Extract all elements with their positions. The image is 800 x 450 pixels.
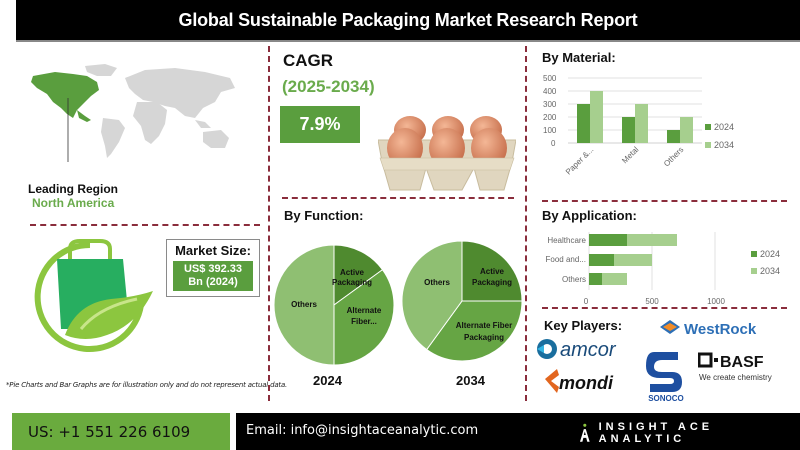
svg-text:Packaging: Packaging [464, 333, 504, 342]
bar-healthcare-2024 [589, 234, 627, 246]
bar-paper-2024 [577, 104, 590, 143]
pie-2034-label-active: Active [480, 267, 505, 276]
bar-paper-2034 [590, 91, 603, 143]
by-application-bar-chart: Healthcare Food and... Others 0 500 1000… [546, 232, 780, 306]
world-map-icon [31, 64, 235, 162]
svg-text:SONOCO: SONOCO [648, 394, 684, 402]
svg-text:200: 200 [543, 113, 557, 122]
cagr-value: 7.9% [280, 106, 360, 143]
market-size-value-line2: Bn (2024) [188, 276, 238, 288]
divider-middle-horizontal [282, 197, 514, 199]
pie-2034-label-alternate: Alternate Fiber [456, 321, 512, 330]
svg-text:2034: 2034 [760, 266, 780, 276]
by-application-title: By Application: [542, 208, 637, 223]
svg-text:2024: 2024 [714, 122, 734, 132]
svg-text:2034: 2034 [714, 140, 734, 150]
egg-carton-icon [378, 116, 516, 191]
by-material-bar-chart: 500 400 300 200 100 0 Paper &... Metal O… [543, 74, 734, 177]
svg-text:Fiber...: Fiber... [351, 317, 377, 326]
svg-text:Others: Others [562, 275, 586, 284]
svg-text:We create chemistry: We create chemistry [699, 373, 772, 382]
market-size-card: Market Size: US$ 392.33 Bn (2024) [166, 239, 260, 297]
pie-2024-label-alternate: Alternate [347, 306, 382, 315]
svg-text:300: 300 [543, 100, 557, 109]
svg-text:400: 400 [543, 87, 557, 96]
divider-right-horizontal-1 [542, 200, 787, 202]
report-title: Global Sustainable Packaging Market Rese… [178, 9, 638, 30]
market-size-value-line1: US$ 392.33 [183, 263, 243, 275]
pie-2034-year: 2034 [456, 373, 485, 388]
westrock-logo: WestRock [660, 320, 757, 338]
bar-food-2024 [589, 254, 614, 266]
svg-text:0: 0 [551, 139, 556, 148]
footer-brand: INSIGHT ACE ANALYTIC [579, 421, 800, 445]
cagr-title: CAGR [283, 51, 334, 70]
bar-metal-2024 [622, 117, 635, 143]
bar-others-app-2024 [589, 273, 602, 285]
pie-2024-label-others: Others [291, 300, 317, 309]
footer-bar: Email: info@insightaceanalytic.com INSIG… [236, 413, 800, 450]
divider-left-horizontal [30, 224, 260, 226]
svg-text:Metal: Metal [620, 145, 640, 165]
pie-2024-year: 2024 [313, 373, 342, 388]
svg-text:1000: 1000 [707, 297, 725, 306]
bar-food-2034 [614, 254, 652, 266]
market-size-value: US$ 392.33 Bn (2024) [173, 261, 253, 291]
svg-text:Paper &...: Paper &... [564, 145, 596, 177]
by-material-title: By Material: [542, 50, 616, 65]
svg-text:100: 100 [543, 126, 557, 135]
sonoco-logo: SONOCO [646, 352, 684, 402]
leading-region-label: Leading Region [28, 182, 118, 196]
bar-others-2024 [667, 130, 680, 143]
svg-text:mondi: mondi [559, 373, 614, 393]
pie-chart-2034: Active Packaging Alternate Fiber Packagi… [402, 241, 522, 361]
svg-text:Food and...: Food and... [546, 255, 586, 264]
eco-shopping-bag-icon [34, 239, 153, 352]
bar-others-2034 [680, 117, 693, 143]
svg-text:0: 0 [584, 297, 589, 306]
pie-2034-label-others: Others [424, 278, 450, 287]
key-players-title: Key Players: [544, 318, 623, 333]
report-header: Global Sustainable Packaging Market Rese… [16, 0, 800, 42]
svg-text:amcor: amcor [560, 339, 617, 361]
cagr-period: (2025-2034) [282, 77, 375, 96]
mondi-logo: mondi [545, 369, 614, 393]
svg-text:BASF: BASF [720, 354, 764, 371]
svg-text:WestRock: WestRock [684, 321, 757, 338]
leading-region-value: North America [32, 196, 115, 210]
svg-text:Packaging: Packaging [332, 278, 372, 287]
amcor-logo: amcor [537, 339, 617, 361]
footer-phone[interactable]: US: +1 551 226 6109 [12, 413, 230, 450]
disclaimer-note: *Pie Charts and Bar Graphs are for illus… [6, 381, 288, 389]
bar-metal-2034 [635, 104, 648, 143]
svg-text:500: 500 [645, 297, 659, 306]
bar-healthcare-2034 [627, 234, 677, 246]
pie-2024-label-active: Active [340, 268, 365, 277]
svg-text:Packaging: Packaging [472, 278, 512, 287]
divider-left [268, 46, 270, 401]
insight-ace-logo-icon [579, 423, 590, 442]
divider-right-horizontal-2 [542, 307, 787, 309]
market-size-label: Market Size: [175, 243, 251, 258]
svg-text:500: 500 [543, 74, 557, 83]
pie-chart-2024: Active Packaging Alternate Fiber... Othe… [274, 245, 394, 365]
footer-email-link[interactable]: Email: info@insightaceanalytic.com [246, 423, 479, 438]
bar-others-app-2034 [602, 273, 627, 285]
divider-right [525, 46, 527, 401]
svg-text:Healthcare: Healthcare [547, 236, 586, 245]
footer-brand-name: INSIGHT ACE ANALYTIC [598, 421, 714, 445]
svg-text:2024: 2024 [760, 249, 780, 259]
by-function-title: By Function: [284, 208, 364, 223]
basf-logo: BASF We create chemistry [698, 352, 772, 382]
svg-text:Others: Others [662, 145, 685, 168]
